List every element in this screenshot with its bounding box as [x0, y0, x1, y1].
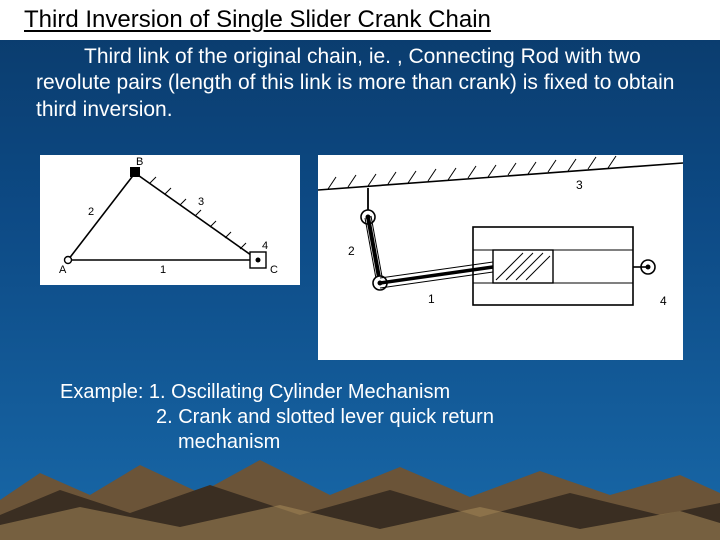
svg-text:C: C — [270, 264, 278, 276]
mountain-decoration — [0, 445, 720, 540]
diagram-left-svg: A B C 1 2 3 4 — [40, 155, 300, 285]
svg-text:1: 1 — [160, 264, 166, 276]
examples-block: Example: 1. Oscillating Cylinder Mechani… — [60, 380, 690, 455]
slide: Third Inversion of Single Slider Crank C… — [0, 0, 720, 540]
svg-text:1: 1 — [428, 292, 435, 306]
diagram-right-svg: 3 2 — [318, 155, 683, 360]
example-line-2: 2. Crank and slotted lever quick return — [60, 405, 690, 430]
svg-text:4: 4 — [262, 240, 268, 252]
diagram-right: 3 2 — [318, 155, 683, 360]
body-text: Third link of the original chain, ie. , … — [36, 44, 696, 123]
body-paragraph: Third link of the original chain, ie. , … — [36, 44, 696, 123]
example-line-1: Example: 1. Oscillating Cylinder Mechani… — [60, 380, 690, 405]
svg-text:3: 3 — [198, 196, 204, 208]
svg-text:B: B — [136, 156, 143, 168]
slide-title: Third Inversion of Single Slider Crank C… — [24, 6, 696, 34]
svg-text:A: A — [59, 264, 67, 276]
svg-text:3: 3 — [576, 178, 583, 192]
svg-text:4: 4 — [660, 294, 667, 308]
svg-text:2: 2 — [88, 206, 94, 218]
title-bar: Third Inversion of Single Slider Crank C… — [0, 0, 720, 40]
diagram-row: A B C 1 2 3 4 — [40, 155, 690, 360]
svg-text:2: 2 — [348, 244, 355, 258]
diagram-left: A B C 1 2 3 4 — [40, 155, 300, 285]
